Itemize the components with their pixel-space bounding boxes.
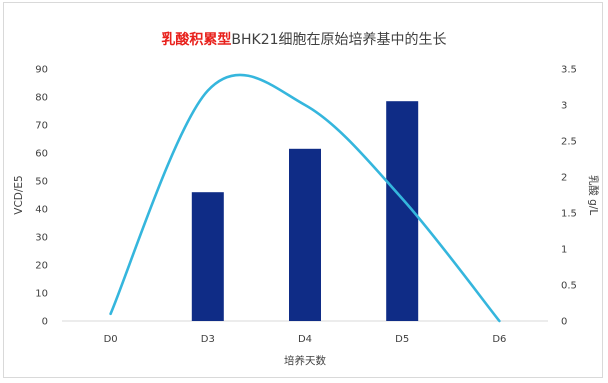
chart-title: 乳酸积累型BHK21细胞在原始培养基中的生长 [161, 31, 446, 48]
y2-tick-label: 3 [561, 101, 567, 112]
x-axis: D0 D3 D4 D5 D6 [104, 334, 507, 345]
y2-tick-label: 0 [561, 317, 567, 328]
chart-title-rest: BHK21细胞在原始培养基中的生长 [231, 31, 446, 48]
y-tick-label: 80 [35, 93, 48, 104]
y-tick-label: 90 [35, 65, 48, 76]
y-tick-label: 10 [35, 289, 48, 300]
bar [191, 192, 224, 321]
y2-tick-label: 2 [561, 173, 567, 184]
right-y-axis: 0 0.5 1 1.5 2 2.5 3 3.5 [561, 65, 577, 328]
y-tick-label: 70 [35, 121, 48, 132]
y2-tick-label: 3.5 [561, 65, 577, 76]
y-tick-label: 50 [35, 177, 48, 188]
x-tick-label: D6 [492, 334, 506, 345]
right-y-axis-title: 乳酸 g/L [587, 175, 600, 216]
bar [289, 148, 321, 321]
y2-tick-label: 1.5 [561, 209, 577, 220]
y-tick-label: 0 [42, 317, 48, 328]
x-tick-label: D4 [298, 334, 312, 345]
bar-series [191, 101, 419, 321]
x-axis-title: 培养天数 [284, 354, 326, 367]
y-tick-label: 30 [35, 233, 48, 244]
y-tick-label: 40 [35, 205, 48, 216]
x-tick-label: D5 [395, 334, 409, 345]
lactate-line [109, 73, 501, 323]
y-tick-label: 20 [35, 261, 48, 272]
y2-tick-label: 0.5 [561, 281, 577, 292]
y2-tick-label: 2.5 [561, 137, 577, 148]
left-y-axis: 0 10 20 30 40 50 60 70 80 90 [35, 65, 48, 328]
chart-title-highlight: 乳酸积累型 [161, 31, 231, 48]
x-tick-label: D3 [201, 334, 215, 345]
y-tick-label: 60 [35, 149, 48, 160]
left-y-axis-title: VCD/E5 [13, 175, 25, 214]
y2-tick-label: 1 [561, 245, 567, 256]
x-tick-label: D0 [104, 334, 118, 345]
